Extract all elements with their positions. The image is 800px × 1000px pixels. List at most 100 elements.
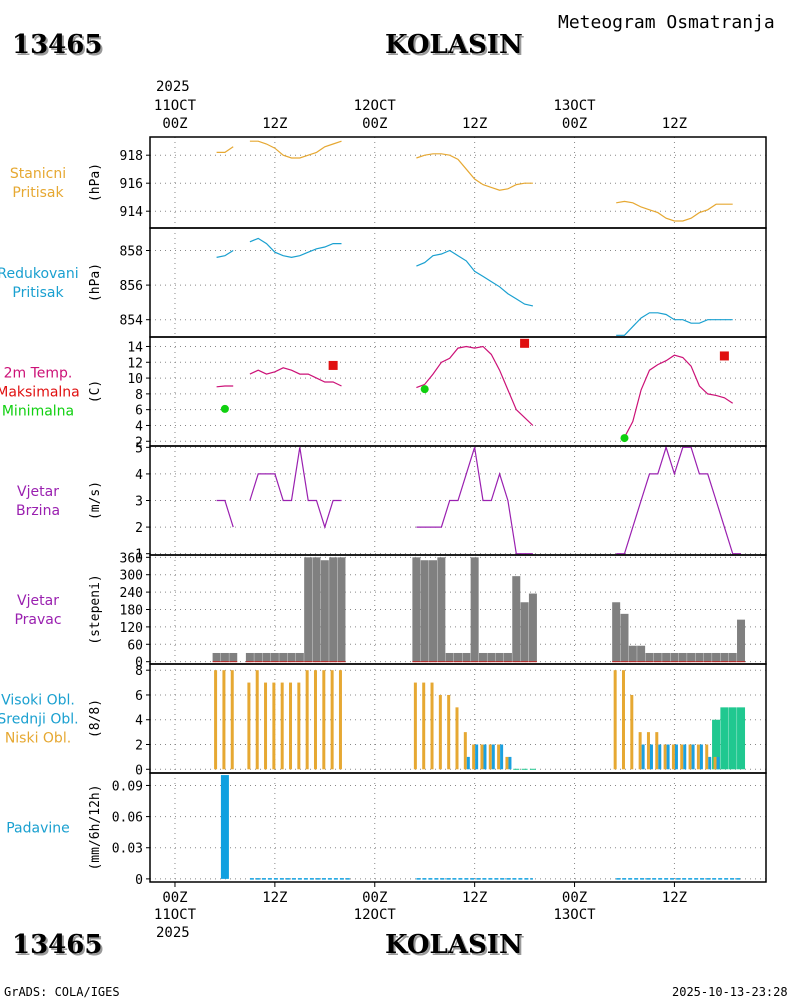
cloud-mid-bar bbox=[691, 744, 695, 770]
y-tick-label: 918 bbox=[120, 149, 143, 164]
cloud-low-bar bbox=[613, 670, 617, 770]
y-tick-label: 5 bbox=[135, 441, 143, 456]
cloud-low-bar bbox=[447, 694, 451, 770]
y-tick-label: 12 bbox=[127, 356, 143, 371]
series-line bbox=[416, 447, 533, 555]
cloud-low-bar bbox=[255, 670, 259, 770]
panel-title-line: Pravac bbox=[14, 612, 61, 628]
bottom-date-label: 13OCT bbox=[553, 907, 596, 923]
direction-bar bbox=[220, 652, 229, 662]
cloud-low-bar bbox=[680, 744, 684, 770]
meteogram-subtitle: Meteogram Osmatranja bbox=[558, 12, 775, 33]
precip-bar bbox=[220, 775, 229, 879]
y-tick-label: 4 bbox=[135, 714, 143, 729]
direction-bar bbox=[612, 602, 621, 662]
series-line bbox=[623, 354, 734, 438]
bottom-hour-label: 12Z bbox=[662, 890, 687, 906]
series-line bbox=[616, 312, 733, 336]
station-name-bottom: KOLASIN bbox=[385, 930, 523, 960]
y-tick-label: 0.06 bbox=[112, 811, 143, 826]
direction-bar bbox=[270, 652, 279, 662]
y-tick-label: 0 bbox=[135, 873, 143, 888]
bottom-hour-label: 00Z bbox=[162, 890, 187, 906]
direction-bar bbox=[429, 560, 438, 662]
direction-bar bbox=[670, 652, 679, 662]
series-line bbox=[216, 249, 234, 258]
bottom-hour-label: 00Z bbox=[562, 890, 587, 906]
y-tick-label: 180 bbox=[120, 604, 143, 619]
panel-frame bbox=[149, 227, 767, 338]
cloud-low-bar bbox=[455, 707, 459, 770]
cloud-high-bar bbox=[737, 707, 746, 770]
top-hour-label: 00Z bbox=[562, 116, 587, 132]
cloud-low-bar bbox=[222, 670, 226, 770]
cloud-mid-bar bbox=[666, 744, 670, 770]
y-axis-label: (hPa) bbox=[88, 163, 103, 202]
y-tick-label: 858 bbox=[120, 244, 143, 259]
cloud-mid-bar bbox=[483, 744, 487, 770]
direction-bar bbox=[470, 557, 479, 662]
direction-bar bbox=[229, 652, 238, 662]
panel-title-line: Minimalna bbox=[2, 404, 74, 420]
y-tick-label: 240 bbox=[120, 586, 143, 601]
series-line bbox=[216, 385, 234, 388]
top-hour-label: 12Z bbox=[262, 116, 287, 132]
cloud-low-bar bbox=[472, 744, 476, 770]
y-tick-label: 6 bbox=[135, 404, 143, 419]
cloud-mid-bar bbox=[466, 756, 470, 770]
direction-bar bbox=[503, 652, 512, 662]
direction-bar bbox=[512, 576, 521, 662]
direction-bar bbox=[437, 557, 446, 662]
cloud-mid-bar bbox=[708, 756, 712, 770]
y-tick-label: 0.09 bbox=[112, 779, 143, 794]
y-tick-label: 120 bbox=[120, 621, 143, 636]
y-tick-label: 300 bbox=[120, 569, 143, 584]
tmax-marker bbox=[719, 351, 729, 361]
cloud-mid-bar bbox=[716, 756, 720, 770]
y-tick-label: 60 bbox=[127, 638, 143, 653]
y-tick-label: 0 bbox=[135, 656, 143, 671]
bottom-hour-label: 12Z bbox=[262, 890, 287, 906]
cloud-low-bar bbox=[313, 670, 317, 770]
cloud-low-bar bbox=[705, 744, 709, 770]
direction-bar bbox=[329, 557, 338, 662]
series-line bbox=[249, 237, 342, 259]
panel-frame bbox=[149, 336, 767, 447]
y-axis-label: (hPa) bbox=[88, 263, 103, 302]
y-tick-label: 1 bbox=[135, 548, 143, 563]
bottom-hour-label: 12Z bbox=[462, 890, 487, 906]
tmax-marker bbox=[520, 338, 530, 348]
bottom-year-label: 2025 bbox=[156, 925, 190, 941]
panel-title-line: Pritisak bbox=[12, 185, 64, 201]
cloud-low-bar bbox=[338, 670, 342, 770]
series-line bbox=[416, 153, 533, 191]
direction-bar bbox=[520, 602, 529, 662]
series-line bbox=[249, 447, 342, 530]
cloud-low-bar bbox=[247, 682, 251, 770]
cloud-mid-bar bbox=[649, 744, 653, 770]
panel-title-line: Niski Obl. bbox=[5, 731, 71, 747]
direction-bar bbox=[528, 593, 537, 662]
panel-title-line: Pritisak bbox=[12, 285, 64, 301]
direction-bar bbox=[495, 652, 504, 662]
direction-bar bbox=[412, 557, 421, 662]
station-id-bottom: 13465 bbox=[12, 930, 103, 960]
direction-bar bbox=[254, 652, 263, 662]
top-date-label: 11OCT bbox=[154, 98, 197, 114]
y-tick-label: 2 bbox=[135, 521, 143, 536]
series-line bbox=[216, 499, 234, 528]
cloud-low-bar bbox=[655, 732, 659, 770]
series-line bbox=[216, 146, 234, 153]
direction-bar bbox=[295, 652, 304, 662]
direction-bar bbox=[487, 652, 496, 662]
cloud-high-bar bbox=[720, 707, 729, 770]
panel-frame bbox=[149, 772, 767, 883]
direction-bar bbox=[262, 652, 271, 662]
bottom-date-label: 12OCT bbox=[354, 907, 397, 923]
y-tick-label: 2 bbox=[135, 435, 143, 450]
direction-bar bbox=[645, 652, 654, 662]
cloud-high-bar bbox=[728, 707, 737, 770]
panel-title-line: Brzina bbox=[16, 503, 60, 519]
direction-bar bbox=[728, 652, 737, 662]
cloud-low-bar bbox=[713, 756, 717, 770]
